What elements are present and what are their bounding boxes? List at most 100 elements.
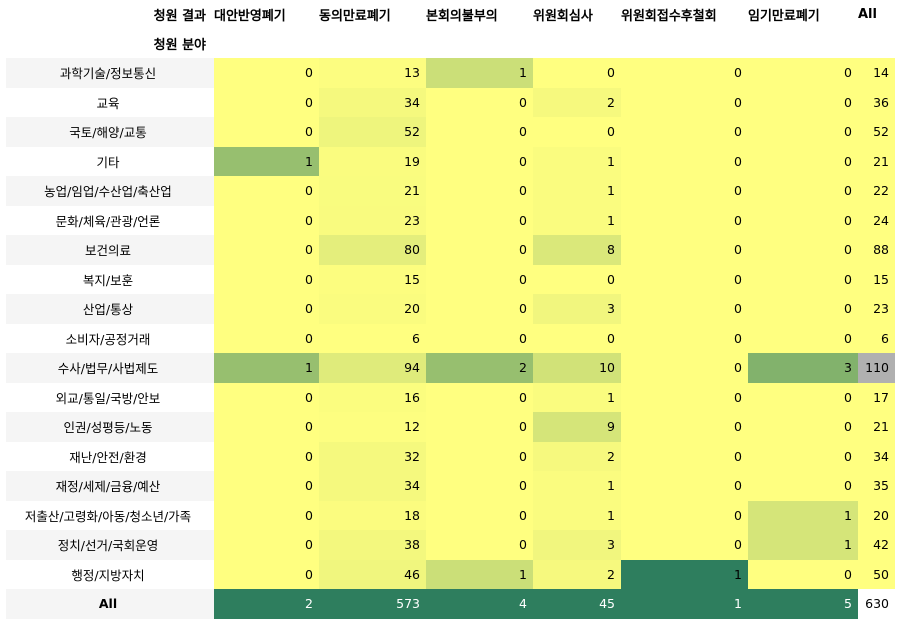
col-header-6: All [858,7,877,22]
cell-value: 1 [533,382,621,412]
cell-value: 0 [748,382,858,412]
cell-value: 0 [748,58,858,88]
cell-value: 0 [748,235,858,265]
table-row: 정치/선거/국회운영 0 38 0 3 0 1 42 [6,530,895,560]
cell-value: 14 [858,58,895,88]
cell-value: 0 [426,530,533,560]
cell-value: 1 [214,353,319,383]
cell-value: 20 [319,294,426,324]
cell-value: 0 [426,205,533,235]
cell-value: 23 [858,294,895,324]
cell-value: 2 [214,589,319,619]
cell-value: 0 [621,58,748,88]
cell-value: 0 [621,205,748,235]
cell-value: 0 [621,264,748,294]
cell-value: 1 [533,146,621,176]
cell-value: 0 [621,412,748,442]
cell-value: 21 [858,146,895,176]
row-label: 외교/통일/국방/안보 [55,390,161,406]
cell-value: 0 [214,87,319,117]
row-label: 재난/안전/환경 [69,449,147,465]
cell-value: 17 [858,382,895,412]
cell-value: 0 [426,264,533,294]
corner-label-category: 청원 분야 [153,38,206,53]
cell-value: 6 [319,323,426,353]
cell-value: 1 [533,471,621,501]
cell-value: 0 [621,441,748,471]
cell-value: 5 [748,589,858,619]
cell-value: 52 [319,117,426,147]
row-label: 농업/임업/수산업/축산업 [6,176,214,206]
cell-value: 88 [858,235,895,265]
cell-value: 3 [533,530,621,560]
table-row: 교육 0 34 0 2 0 0 36 [6,87,895,117]
cell-value: 0 [426,87,533,117]
col-header-5: 임기만료폐기 [748,9,820,24]
total-row: All 2 573 4 45 1 5 630 [6,589,895,619]
cell-value: 45 [533,589,621,619]
cell-value: 0 [748,205,858,235]
cell-value: 1 [748,530,858,560]
cell-value: 0 [748,441,858,471]
cell-value: 0 [533,117,621,147]
cell-value: 34 [319,471,426,501]
cell-value: 0 [621,176,748,206]
cell-value: 0 [426,146,533,176]
table-row: 국토/해양/교통 0 52 0 0 0 0 52 [6,117,895,147]
cell-value: 19 [319,146,426,176]
table-row: 복지/보훈 0 15 0 0 0 0 15 [6,264,895,294]
cell-value: 0 [621,323,748,353]
table-row: 수사/법무/사법제도 1 94 2 10 0 3 110 [6,353,895,383]
cell-value: 0 [621,353,748,383]
cell-value: 573 [319,589,426,619]
cell-value: 18 [319,500,426,530]
cell-value: 1 [533,500,621,530]
row-label: 산업/통상 [6,294,214,324]
cell-value: 4 [426,589,533,619]
cell-value: 3 [533,294,621,324]
cell-value: 6 [858,323,895,353]
col-header-3: 위원회심사 [533,9,593,24]
cell-value: 21 [858,412,895,442]
cell-value: 35 [858,471,895,501]
table-row: 인권/성평등/노동 0 12 0 9 0 0 21 [6,412,895,442]
cell-value: 0 [426,412,533,442]
table-row: 기타 1 19 0 1 0 0 21 [6,146,895,176]
cell-value: 2 [533,559,621,589]
cell-value: 15 [319,264,426,294]
cell-value: 0 [533,58,621,88]
cell-value: 0 [214,58,319,88]
cell-value: 52 [858,117,895,147]
cell-value: 15 [858,264,895,294]
row-label: 재정/세제/금융/예산 [6,471,214,501]
cell-value: 0 [621,500,748,530]
col-header-2: 본회의불부의 [426,9,498,24]
cell-value: 0 [426,294,533,324]
cell-value: 0 [748,323,858,353]
cell-value: 0 [426,176,533,206]
table-row: 재난/안전/환경 0 32 0 2 0 0 34 [6,441,895,471]
cell-value: 38 [319,530,426,560]
cell-value: 0 [621,471,748,501]
row-label: 복지/보훈 [82,272,134,288]
cell-value: 20 [858,500,895,530]
cell-value: 0 [426,235,533,265]
header-row-columns: 청원 결과 대안반영폐기 동의만료폐기 본회의불부의 위원회심사 위원회접수후철… [6,0,895,29]
cell-value: 1 [426,58,533,88]
cell-value: 10 [533,353,621,383]
cell-value: 21 [319,176,426,206]
cell-value: 2 [533,87,621,117]
cell-value: 1 [621,559,748,589]
cell-value: 0 [214,235,319,265]
row-label: 수사/법무/사법제도 [6,353,214,383]
cell-value: 0 [621,146,748,176]
row-label: 정치/선거/국회운영 [6,530,214,560]
row-label: 문화/체육/관광/언론 [55,213,161,229]
cell-value: 0 [748,264,858,294]
row-label: 과학기술/정보통신 [6,58,214,88]
cell-value: 50 [858,559,895,589]
cell-value: 46 [319,559,426,589]
cell-value: 0 [748,471,858,501]
cell-value: 0 [621,294,748,324]
cell-value: 0 [426,382,533,412]
